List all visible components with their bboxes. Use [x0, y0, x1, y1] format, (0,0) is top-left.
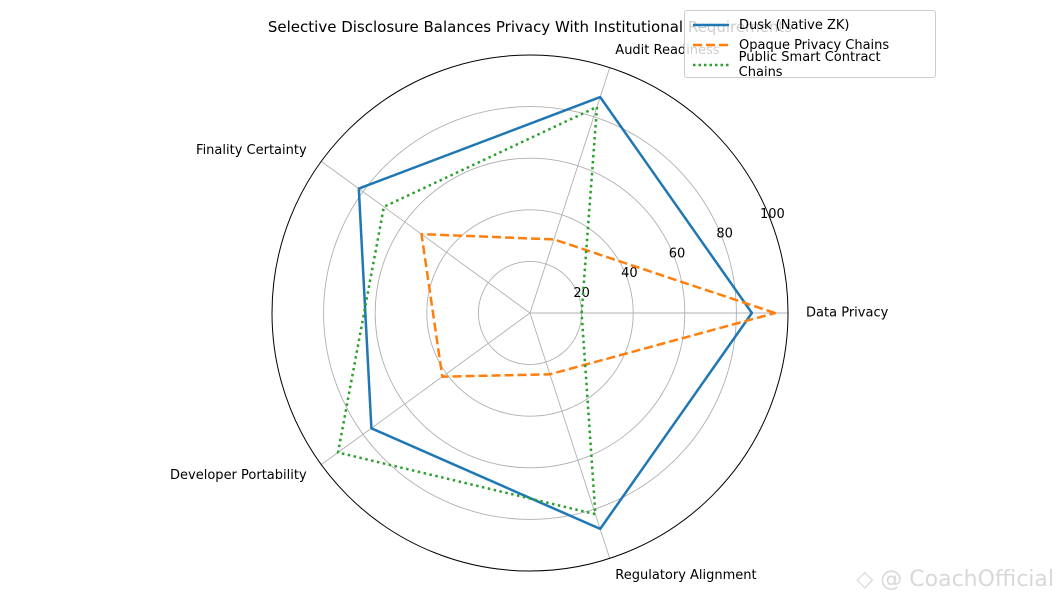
category-label-2: Finality Certainty	[196, 143, 307, 158]
spoke-3	[321, 312, 531, 466]
category-label-4: Regulatory Alignment	[615, 568, 756, 583]
r-tick-label-2: 60	[669, 246, 686, 261]
spoke-1	[529, 67, 611, 314]
legend-item-dusk: Dusk (Native ZK)	[693, 15, 927, 35]
category-label-0: Data Privacy	[806, 306, 889, 321]
r-tick-label-0: 20	[573, 286, 590, 301]
series-line-2	[336, 105, 599, 516]
series-line-0	[357, 95, 754, 531]
legend-item-public: Public Smart Contract Chains	[693, 50, 927, 80]
spoke-4	[529, 312, 611, 559]
legend-swatch-public	[693, 63, 729, 67]
series-line-1	[420, 232, 777, 378]
outer-frame	[271, 54, 789, 572]
legend-swatch-opaque	[693, 43, 729, 47]
legend-swatch-dusk	[693, 23, 729, 27]
r-tick-label-4: 100	[760, 207, 785, 222]
spoke-2	[321, 160, 531, 314]
legend-label-dusk: Dusk (Native ZK)	[739, 17, 850, 33]
legend-label-opaque: Opaque Privacy Chains	[739, 37, 890, 53]
legend: Dusk (Native ZK) Opaque Privacy Chains P…	[684, 10, 936, 80]
r-tick-label-1: 40	[621, 266, 638, 281]
watermark: ◇ @ CoachOfficial	[856, 567, 1054, 592]
chart-title: Selective Disclosure Balances Privacy Wi…	[267, 18, 793, 36]
category-label-3: Developer Portability	[170, 468, 307, 483]
r-tick-label-3: 80	[716, 227, 733, 242]
legend-item-opaque: Opaque Privacy Chains	[693, 35, 927, 55]
legend-label-public: Public Smart Contract Chains	[738, 50, 881, 80]
